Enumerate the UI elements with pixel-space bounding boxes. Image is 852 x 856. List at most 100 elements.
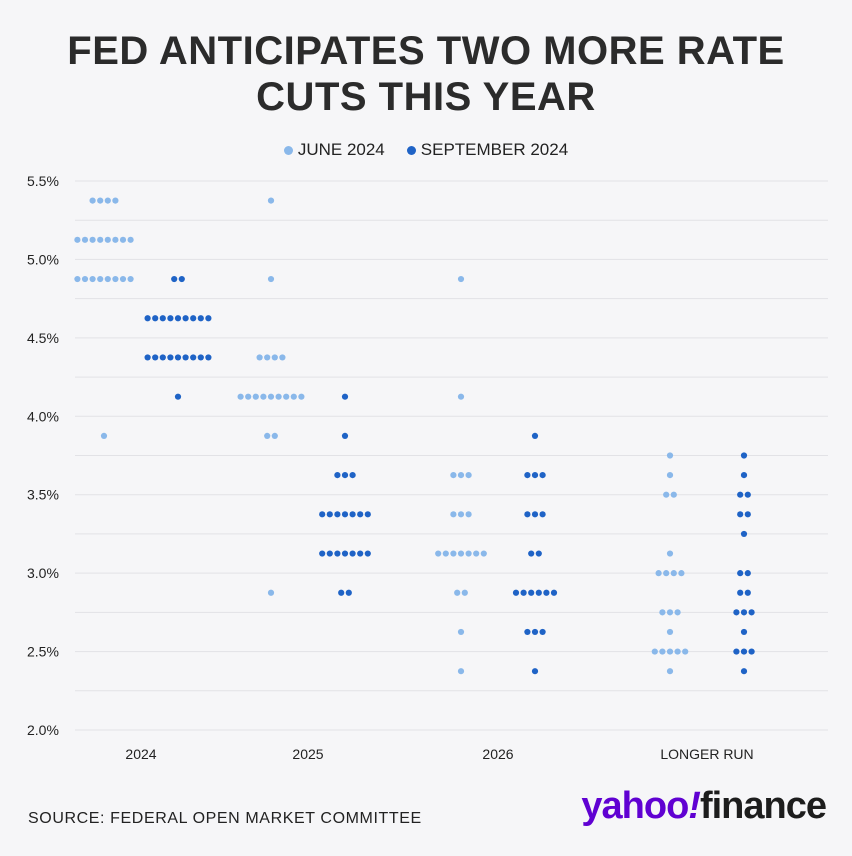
dot-september-2024 xyxy=(334,472,341,479)
dot-september-2024 xyxy=(319,511,326,518)
dot-september-2024 xyxy=(349,550,356,557)
dot-june-2024 xyxy=(666,668,674,675)
dot-september-2024 xyxy=(349,511,356,518)
dot-september-2024 xyxy=(539,628,546,636)
dot-june-2024 xyxy=(461,589,468,596)
dot-september-2024 xyxy=(197,315,204,322)
dot-june-2024 xyxy=(112,275,119,283)
dot-june-2024 xyxy=(275,393,282,400)
dot-september-2024 xyxy=(144,315,151,322)
dot-september-2024 xyxy=(733,648,740,655)
y-tick-label: 3.5% xyxy=(27,487,59,503)
dot-june-2024 xyxy=(267,393,275,400)
x-tick-label: LONGER RUN xyxy=(660,746,753,762)
dot-september-2024 xyxy=(737,511,744,518)
dot-june-2024 xyxy=(666,452,674,459)
dot-june-2024 xyxy=(264,354,271,361)
x-tick-label: 2025 xyxy=(292,746,323,762)
dot-september-2024 xyxy=(152,354,159,361)
dot-september-2024 xyxy=(144,354,151,361)
dot-june-2024 xyxy=(465,550,472,557)
dot-june-2024 xyxy=(104,275,111,283)
dot-june-2024 xyxy=(260,393,267,400)
dot-september-2024 xyxy=(152,315,159,322)
dot-september-2024 xyxy=(524,511,531,518)
dot-september-2024 xyxy=(182,354,189,361)
dot-september-2024 xyxy=(740,628,748,636)
dot-september-2024 xyxy=(524,628,531,636)
dot-september-2024 xyxy=(341,550,349,557)
y-tick-label: 2.5% xyxy=(27,644,59,660)
dot-september-2024 xyxy=(174,354,182,361)
dot-september-2024 xyxy=(174,315,182,322)
dot-june-2024 xyxy=(663,570,670,577)
dot-june-2024 xyxy=(655,570,662,577)
dot-september-2024 xyxy=(539,511,546,518)
dot-september-2024 xyxy=(174,393,182,400)
y-tick-label: 4.0% xyxy=(27,408,59,424)
dot-september-2024 xyxy=(171,275,178,283)
legend-label-june: JUNE 2024 xyxy=(297,140,385,159)
chart-title-line-2: CUTS THIS YEAR xyxy=(256,75,596,119)
yahoo-finance-logo: yahoo!finance xyxy=(581,784,827,828)
x-tick-label: 2024 xyxy=(125,746,156,762)
dot-september-2024 xyxy=(550,589,558,596)
dot-june-2024 xyxy=(659,648,666,655)
dot-september-2024 xyxy=(733,609,740,616)
dot-june-2024 xyxy=(435,550,442,557)
dot-june-2024 xyxy=(457,393,465,400)
x-axis-tick-labels: 2024 2025 2026 LONGER RUN xyxy=(125,746,753,762)
y-tick-label: 4.5% xyxy=(27,330,59,346)
dot-june-2024 xyxy=(119,275,127,283)
dot-september-2024 xyxy=(341,432,349,439)
chart-title-line-1: FED ANTICIPATES TWO MORE RATE xyxy=(67,29,785,73)
dot-june-2024 xyxy=(670,491,677,498)
dot-june-2024 xyxy=(674,609,681,616)
dot-june-2024 xyxy=(252,393,259,400)
dot-june-2024 xyxy=(89,236,96,243)
dot-september-2024 xyxy=(740,530,748,538)
dot-june-2024 xyxy=(81,275,89,283)
dot-september-2024 xyxy=(737,491,744,498)
dot-september-2024 xyxy=(748,609,755,616)
dot-june-2024 xyxy=(256,354,263,361)
dot-september-2024 xyxy=(319,550,326,557)
logo-finance: finance xyxy=(699,785,827,827)
dot-september-2024 xyxy=(326,511,333,518)
dot-september-2024 xyxy=(539,472,546,479)
dot-september-2024 xyxy=(528,550,535,557)
legend-dot-june xyxy=(283,145,293,155)
dot-june-2024 xyxy=(112,236,119,243)
dot-june-2024 xyxy=(290,393,297,400)
logo-bang: ! xyxy=(688,785,701,827)
dot-september-2024 xyxy=(190,354,197,361)
dot-june-2024 xyxy=(450,511,457,518)
dot-september-2024 xyxy=(740,609,748,616)
dot-june-2024 xyxy=(450,550,457,557)
dot-september-2024 xyxy=(167,315,174,322)
dot-june-2024 xyxy=(127,275,134,283)
dot-june-2024 xyxy=(457,550,465,557)
y-axis-tick-labels: 5.5% 5.0% 4.5% 4.0% 3.5% 3.0% 2.5% 2.0% xyxy=(27,173,59,738)
dot-june-2024 xyxy=(480,550,487,557)
dot-june-2024 xyxy=(74,275,81,283)
legend-label-september: SEPTEMBER 2024 xyxy=(420,140,569,159)
logo-yahoo: yahoo xyxy=(581,785,689,827)
dot-june-2024 xyxy=(245,393,252,400)
dot-september-2024 xyxy=(341,393,349,400)
dot-june-2024 xyxy=(666,550,674,557)
dot-june-2024 xyxy=(81,236,89,243)
source-note: SOURCE: FEDERAL OPEN MARKET COMMITTEE xyxy=(28,810,422,827)
dot-september-2024 xyxy=(357,550,364,557)
dot-june-2024 xyxy=(89,197,96,204)
grid-layer xyxy=(75,180,828,731)
dot-september-2024 xyxy=(364,550,371,557)
dot-september-2024 xyxy=(349,472,356,479)
dot-september-2024 xyxy=(364,511,371,518)
dot-september-2024 xyxy=(531,432,539,439)
dot-june-2024 xyxy=(279,354,286,361)
dot-june-2024 xyxy=(457,275,465,283)
dot-june-2024 xyxy=(651,648,658,655)
y-tick-label: 3.0% xyxy=(27,565,59,581)
dot-september-2024 xyxy=(197,354,204,361)
